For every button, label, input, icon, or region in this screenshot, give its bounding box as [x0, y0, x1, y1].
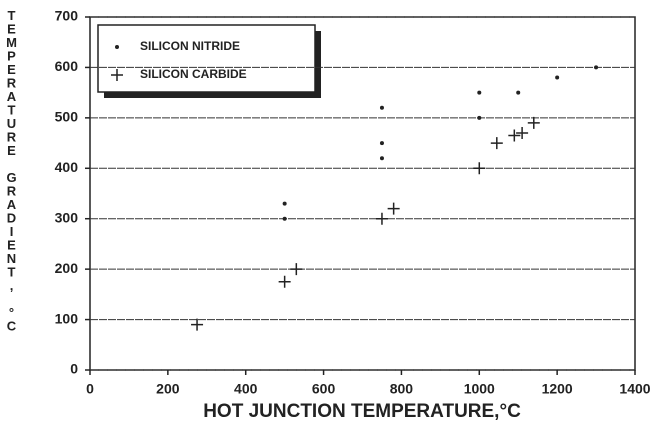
- legend-box: [97, 24, 316, 93]
- y-tick-label: 100: [55, 310, 79, 326]
- legend-marker: [111, 69, 123, 81]
- legend-marker: [115, 45, 119, 49]
- point: [490, 137, 503, 150]
- point: [477, 90, 482, 95]
- x-tick-label: 0: [86, 381, 94, 397]
- y-tick-label: 200: [55, 260, 79, 276]
- point: [387, 202, 400, 215]
- point: [379, 156, 384, 161]
- legend-label: SILICON CARBIDE: [140, 67, 247, 81]
- point: [473, 162, 486, 175]
- point: [516, 90, 521, 95]
- point: [477, 115, 482, 120]
- x-tick-label: 400: [234, 381, 258, 397]
- y-tick-label: 300: [55, 209, 79, 225]
- x-axis-label: HOT JUNCTION TEMPERATURE,°C: [203, 401, 521, 422]
- point: [516, 126, 529, 139]
- x-tick-label: 1200: [542, 381, 573, 397]
- point: [379, 105, 384, 110]
- point: [508, 129, 521, 142]
- point: [527, 116, 540, 129]
- x-tick-label: 1000: [464, 381, 495, 397]
- point: [191, 318, 204, 331]
- y-tick-label: 400: [55, 159, 79, 175]
- point: [555, 75, 560, 80]
- point: [282, 201, 287, 206]
- y-tick-label: 0: [70, 361, 78, 377]
- x-tick-label: 1400: [619, 381, 650, 397]
- point: [282, 216, 287, 221]
- x-tick-label: 200: [156, 381, 180, 397]
- y-tick-label: 600: [55, 58, 79, 74]
- y-tick-label: 500: [55, 109, 79, 125]
- point: [290, 263, 303, 276]
- y-axis-label: TEMPERATURE GRADIENT, °C: [4, 8, 19, 332]
- point: [379, 141, 384, 146]
- x-tick-label: 800: [390, 381, 414, 397]
- point: [594, 65, 599, 70]
- point: [375, 212, 388, 225]
- legend-label: SILICON NITRIDE: [140, 39, 240, 53]
- x-tick-label: 600: [312, 381, 336, 397]
- y-tick-label: 700: [55, 8, 79, 24]
- point: [278, 275, 291, 288]
